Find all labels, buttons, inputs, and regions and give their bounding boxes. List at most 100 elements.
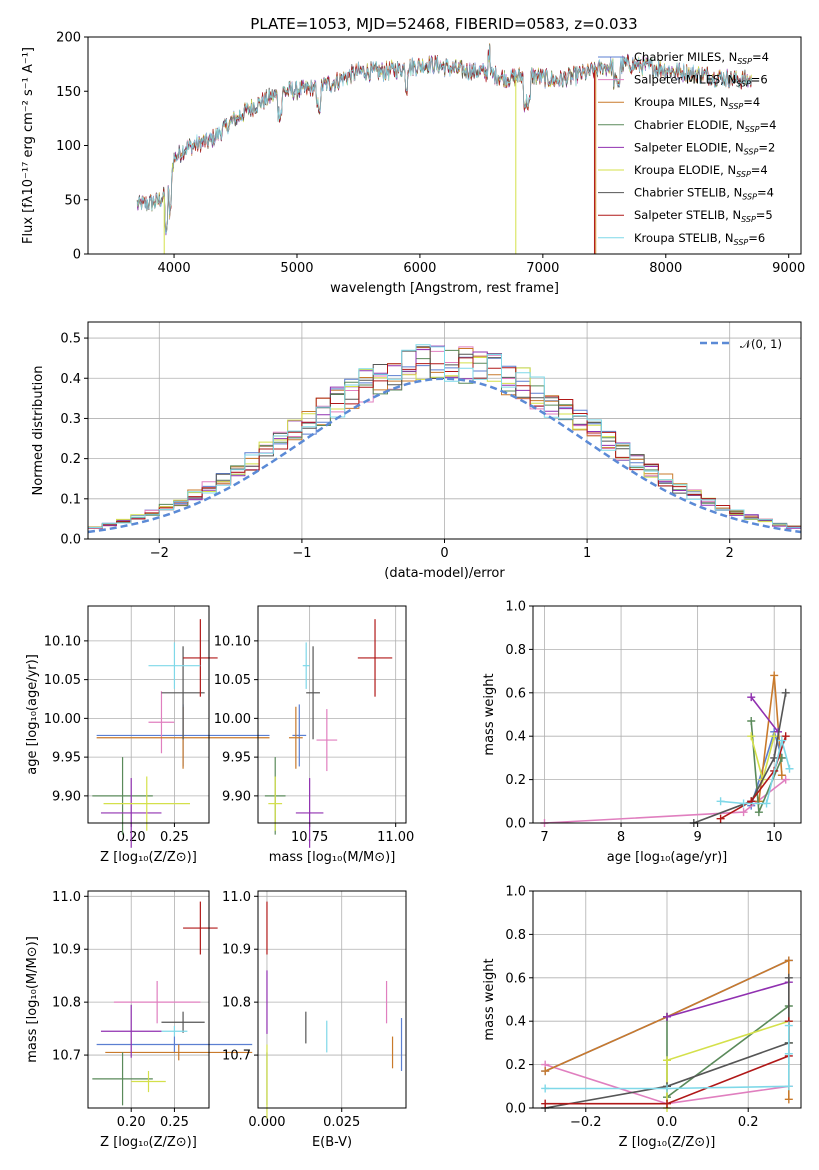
residuals-ytick-label-0: 0.0 [60,533,81,548]
mass_vs_Z-xtick-label-0: 0.20 [117,1115,146,1130]
age_vs_Z-ytick-label-0: 9.90 [52,789,81,804]
legend-label-1: Salpeter MILES, NSSP=6 [634,73,768,89]
weight_vs_age-series-7 [720,735,787,820]
weight_vs_age-xtick-label-1: 8 [617,830,625,845]
mass_vs_EBV-ytick-label-2: 10.9 [222,943,251,958]
age_vs_Z-ylabel: age [log₁₀(age/yr)] [25,654,40,775]
weight_vs_Z-ytick-label-0: 0.0 [505,1102,526,1117]
weight_vs_Z-series-5-marker-1 [663,1056,671,1065]
weight_vs_age-series-4 [750,696,779,733]
age_vs_Z-ytick-label-1: 9.95 [52,751,81,766]
spectrum-ylabel: Flux [fλ10⁻¹⁷ erg cm⁻² s⁻¹ A⁻¹] [21,47,36,244]
weight_vs_age-panel: 7 8 9 10 0.0 0.2 0.4 0.6 0.8 1.0 age [log₁₀(age/yr… [482,600,802,865]
residuals-xtick-label-2: 0 [440,546,448,561]
age_vs_mass-ytick-label-3: 10.05 [214,673,251,688]
legend-label-0: Chabrier MILES, NSSP=4 [634,50,769,66]
residuals-axes-frame [87,321,802,540]
spectrum-xtick-label-3: 7000 [526,261,559,276]
weight_vs_age-series-3-marker-1 [754,808,763,817]
age_vs_mass-ytick-label-4: 10.10 [214,634,251,649]
weight_vs_age-axes-frame [532,605,802,824]
weight_vs_age-series-7-marker-0 [716,814,725,823]
mass_vs_Z-xtick-label-1: 0.25 [160,1115,189,1130]
weight_vs_age-series-5-marker-0 [747,732,756,741]
spectrum-series-7 [136,44,752,232]
spectrum-xtick-label-0: 4000 [158,261,191,276]
weight_vs_Z-series-2-marker-3 [784,1095,793,1104]
mass_vs_Z-ylabel: mass [log₁₀(M/M⊙)] [25,936,40,1063]
gaussian-curve [87,377,802,534]
legend-label-4: Salpeter ELODIE, NSSP=2 [634,140,775,156]
weight_vs_Z-series-7-marker-0 [541,1099,550,1108]
weight_vs_Z-panel: −0.2 0.0 0.2 0.0 0.2 0.4 0.6 0.8 1.0 Z [log₁₀(Z/Z… [482,885,802,1150]
mass_vs_Z-ytick-label-3: 11.0 [52,890,81,905]
weight_vs_Z-series-8-marker-2 [784,1082,793,1091]
age_vs_mass-xlabel: mass [log₁₀(M/M⊙)] [269,850,396,865]
age_vs_mass-xtick-label-1: 11.00 [377,830,414,845]
weight_vs_age-xtick-label-3: 10 [766,830,783,845]
weight_vs_Z-series-8-marker-3 [784,1021,793,1030]
weight_vs_Z-series-4 [666,981,790,1018]
weight_vs_age-ytick-label-4: 0.8 [505,643,526,658]
spectrum-axes-frame [87,36,802,255]
mass_vs_Z-ytick-label-1: 10.8 [52,996,81,1011]
gaussian-legend-label: 𝒩(0, 1) [740,337,782,351]
weight_vs_Z-axes-frame [532,890,802,1109]
weight_vs_Z-series-2-marker-2 [784,956,793,965]
mass_vs_Z-panel: 0.20 0.25 10.7 10.8 10.9 11.0 Z [log₁₀(Z/Z⊙)] m… [25,890,253,1150]
spectrum-ytick-label-1: 50 [64,193,81,208]
legend-label-5: Kroupa ELODIE, NSSP=4 [634,163,768,179]
residuals-ytick-label-4: 0.4 [60,372,81,387]
weight_vs_Z-ytick-label-4: 0.8 [505,928,526,943]
mass_vs_EBV-xtick-label-0: 0.000 [248,1115,285,1130]
spectrum-xtick-label-4: 8000 [649,261,682,276]
spectrum-legend: Chabrier MILES, NSSP=4 Salpeter MILES, NS… [598,50,776,247]
weight_vs_age-series-6 [693,692,787,824]
mass_vs_Z-axes-frame [87,890,210,1109]
residuals-ytick-label-5: 0.5 [60,332,81,347]
mass_vs_EBV-axes-frame [257,890,407,1109]
weight_vs_Z-series-7-marker-1 [663,1099,671,1108]
spectrum-xlabel: wavelength [Angstrom, rest frame] [330,281,559,296]
residuals-ylabel: Normed distribution [31,366,46,496]
weight_vs_Z-series-8-marker-1 [663,1084,671,1093]
weight_vs_age-series-7-marker-3 [781,732,790,741]
age_vs_mass-axes-frame [257,605,407,824]
spectrum-xtick-label-1: 5000 [280,261,313,276]
legend-label-2: Kroupa MILES, NSSP=4 [634,95,760,111]
weight_vs_Z-series-8-marker-0 [541,1084,550,1093]
mass_vs_Z-ytick-label-2: 10.9 [52,943,81,958]
mass_vs_EBV-ytick-label-0: 10.7 [222,1049,251,1064]
legend-label-6: Chabrier STELIB, NSSP=4 [634,186,774,202]
weight_vs_Z-series-4-marker-0 [663,1012,671,1021]
weight_vs_age-series-8-marker-2 [762,799,771,808]
weight_vs_age-xtick-label-0: 7 [540,830,548,845]
weight_vs_Z-xtick-label-2: 0.2 [738,1115,759,1130]
mass_vs_EBV-xlabel: E(B-V) [312,1135,352,1150]
residuals-ytick-label-3: 0.3 [60,412,81,427]
weight_vs_Z-series-8-marker-4 [784,1049,793,1058]
residuals-xtick-label-4: 2 [726,546,734,561]
weight_vs_age-series-8-marker-0 [716,797,725,806]
legend-label-3: Chabrier ELODIE, NSSP=4 [634,118,776,134]
weight_vs_Z-series-6 [545,977,790,1109]
weight_vs_age-series-4-marker-0 [747,693,756,702]
residuals-ytick-label-2: 0.2 [60,452,81,467]
figure-title: PLATE=1053, MJD=52468, FIBERID=0583, z=0… [250,15,637,33]
residuals-xtick-label-1: −1 [292,546,311,561]
weight_vs_Z-xtick-label-1: 0.0 [657,1115,678,1130]
age_vs_mass-ytick-label-1: 9.95 [222,751,251,766]
mass_vs_EBV-xtick-label-1: 0.025 [323,1115,360,1130]
age_vs_mass-ytick-label-2: 10.00 [214,712,251,727]
weight_vs_age-series-3-marker-0 [747,717,756,726]
weight_vs_age-series-1-marker-2 [781,775,790,784]
weight_vs_age-series-5-marker-2 [770,732,779,741]
residual-hist-8 [88,344,801,528]
weight_vs_Z-xlabel: Z [log₁₀(Z/Z⊙)] [619,1135,716,1150]
weight_vs_Z-xtick-label-0: −0.2 [570,1115,602,1130]
weight_vs_age-xlabel: age [log₁₀(age/yr)] [607,850,728,865]
residuals-xlabel: (data-model)/error [384,566,505,581]
weight_vs_age-xtick-label-2: 9 [693,830,701,845]
